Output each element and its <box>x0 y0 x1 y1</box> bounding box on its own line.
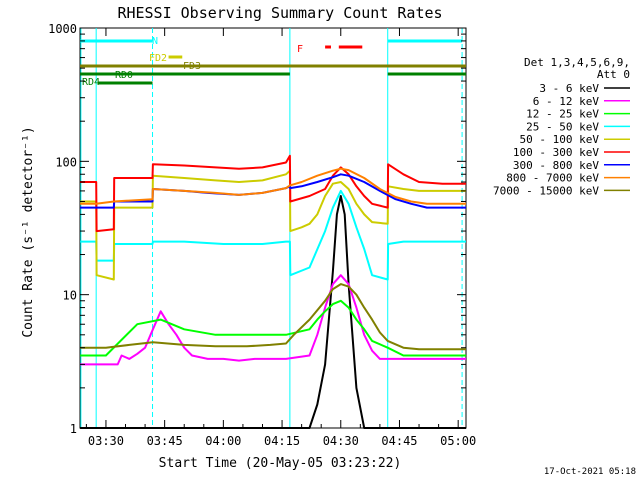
x-tick-label-04-45: 04:45 <box>381 434 417 448</box>
series-lines <box>80 154 466 429</box>
vertical-markers <box>80 28 463 428</box>
legend-label-3-6-kev: 3 - 6 keV <box>539 82 599 95</box>
legend-label-25-50-kev: 25 - 50 keV <box>526 120 599 133</box>
y-tick-label-1000: 1000 <box>48 22 77 36</box>
axes: 03:30 03:45 04:00 04:15 04:30 04:45 05:00 1 10 10… <box>48 22 476 448</box>
y-tick-label-100: 100 <box>55 155 77 169</box>
series-line-7000-15000-kev <box>80 283 466 351</box>
flag-bars: N F FD2 FD3 RD0 RD4 <box>80 36 466 88</box>
legend-label-100-300-kev: 100 - 300 keV <box>513 146 599 159</box>
series-line-100-300-kev <box>80 154 466 233</box>
flag-label-n: N <box>152 36 158 47</box>
series-line-3-6-kev <box>80 195 466 429</box>
x-tick-label-04-00: 04:00 <box>205 434 241 448</box>
flag-label-fd2: FD2 <box>149 53 167 64</box>
plot-frame <box>79 27 467 429</box>
footer-timestamp: 17-Oct-2021 05:18 <box>544 467 636 477</box>
legend-header-0: Det 1,3,4,5,6,9, <box>524 56 630 69</box>
legend-label-6-12-kev: 6 - 12 keV <box>533 95 600 108</box>
series-line-6-12-kev <box>80 274 466 366</box>
legend-header-1: Att 0 <box>597 68 630 81</box>
series-line-12-25-kev <box>80 299 466 357</box>
flag-label-f: F <box>297 44 303 55</box>
chart-title: RHESSI Observing Summary Count Rates <box>117 4 442 22</box>
legend-label-12-25-kev: 12 - 25 keV <box>526 108 599 121</box>
x-tick-label-03-30: 03:30 <box>88 434 124 448</box>
series-line-25-50-kev <box>80 189 466 281</box>
y-tick-label-10: 10 <box>63 289 77 303</box>
y-axis-label: Count Rate (s⁻¹ detector⁻¹) <box>21 126 36 337</box>
legend-label-7000-15000-kev: 7000 - 15000 keV <box>493 184 599 197</box>
flag-label-rd0: RD0 <box>115 70 133 81</box>
x-tick-label-04-15: 04:15 <box>264 434 300 448</box>
legend-label-50-100-kev: 50 - 100 keV <box>520 133 600 146</box>
legend-label-800-7000-kev: 800 - 7000 keV <box>506 172 599 185</box>
y-tick-label-1: 1 <box>70 422 77 436</box>
x-tick-label-05-00: 05:00 <box>440 434 476 448</box>
series-line-800-7000-kev <box>80 167 466 205</box>
legend-label-300-800-kev: 300 - 800 keV <box>513 159 599 172</box>
flag-label-rd4: RD4 <box>82 77 100 88</box>
series-line-50-100-kev <box>80 169 466 281</box>
x-tick-label-03-45: 03:45 <box>147 434 183 448</box>
x-tick-label-04-30: 04:30 <box>323 434 359 448</box>
flag-label-fd3: FD3 <box>183 61 201 72</box>
x-axis-label: Start Time (20-May-05 03:23:22) <box>159 456 402 471</box>
